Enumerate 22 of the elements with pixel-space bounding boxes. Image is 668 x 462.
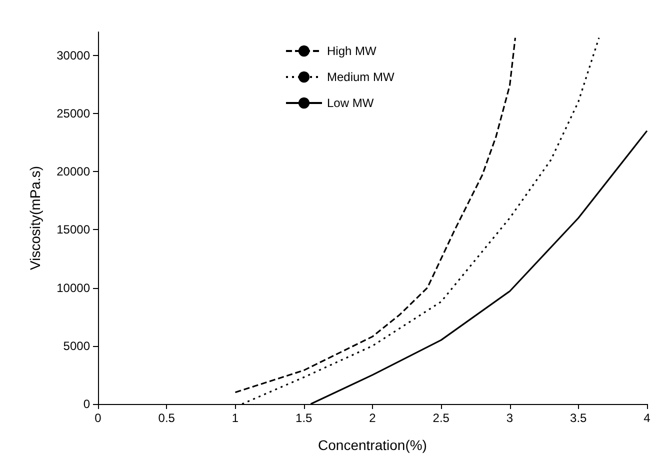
x-tick-label: 0.5 [158,411,176,425]
x-tick-label: 3 [506,411,514,425]
y-tick-label: 10000 [56,280,90,295]
x-axis-title: Concentration(%) [318,437,427,453]
line-series [234,37,516,394]
y-axis-title: Viscosity(mPa.s) [27,166,43,270]
x-tick-label: 2 [369,411,376,425]
y-tick-label: 0 [83,397,90,411]
x-tick-label: 1.5 [296,411,313,425]
legend-label: High MW [327,44,378,58]
x-tick-label: 0 [94,411,102,425]
x-tick-label: 1 [232,411,239,425]
x-tick-label: 2.5 [432,411,450,425]
y-tick-label: 25000 [56,106,90,120]
legend-label: Low MW [327,96,374,110]
x-tick-label: 4 [644,411,651,425]
y-tick-label: 15000 [56,222,90,237]
y-tick-label: 20000 [56,164,90,178]
legend-label: Medium MW [327,70,396,84]
x-tick-label: 3.5 [570,411,588,425]
y-tick-label: 30000 [56,48,90,62]
y-tick-label: 5000 [63,338,90,353]
